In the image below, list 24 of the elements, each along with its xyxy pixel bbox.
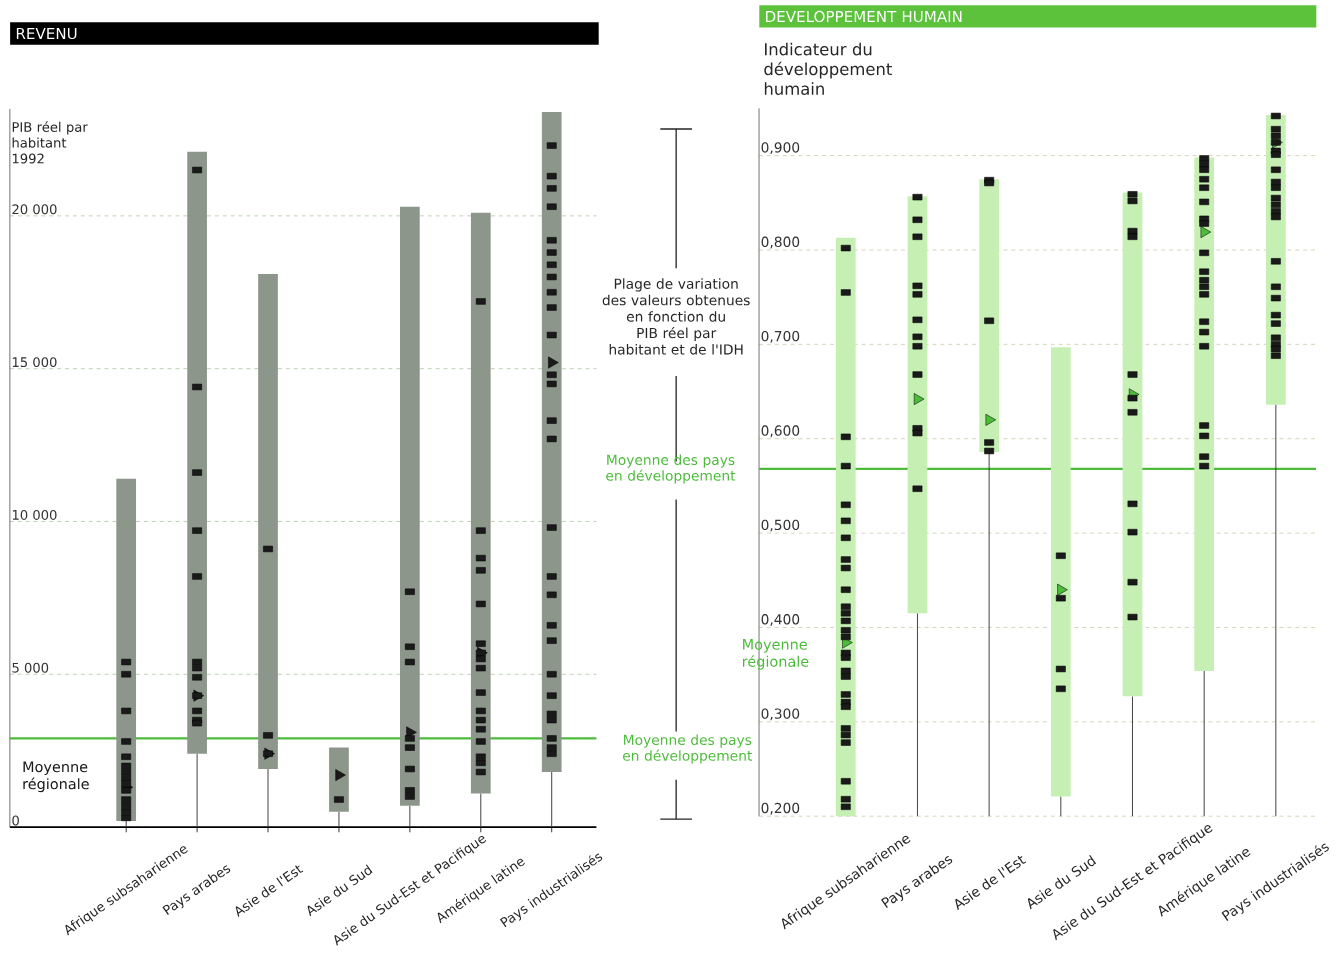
y-axis-title: Indicateur du développement humain bbox=[764, 42, 892, 95]
y-tick-label: 0,700 bbox=[761, 330, 800, 343]
ref-line-label: Moyenne des pays en développement bbox=[623, 734, 753, 764]
chart-title: DEVELOPPEMENT HUMAIN bbox=[766, 10, 962, 23]
text: Moyenne régionale bbox=[743, 639, 809, 670]
ref-line-label: Moyenne des pays en développement bbox=[606, 454, 736, 484]
y-tick-label: 0,400 bbox=[761, 613, 800, 626]
y-tick-label: 0,900 bbox=[761, 142, 800, 154]
y-tick-label: 0,600 bbox=[761, 425, 800, 438]
y-tick-label: 20 000 bbox=[12, 204, 57, 215]
chart-title: REVENU bbox=[16, 27, 77, 40]
y-tick-label: 0,300 bbox=[761, 708, 800, 721]
y-tick-label: 5 000 bbox=[12, 662, 49, 673]
text: Plage de variation des valeurs obtenues en fonction du PIB réel par habitant et de l'IDH bbox=[602, 278, 750, 355]
y-tick-label: 0,500 bbox=[761, 519, 800, 532]
x-tick-label: Asie de l'Est bbox=[235, 865, 304, 917]
x-tick-label: Asie de l'Est bbox=[955, 855, 1027, 911]
y-tick-label: 0 bbox=[12, 815, 19, 826]
y-tick-label: 10 000 bbox=[12, 509, 57, 520]
y-axis-title: PIB réel par habitant 1992 bbox=[12, 121, 88, 164]
y-tick-label: 0,200 bbox=[761, 802, 800, 815]
y-tick-label: 0,800 bbox=[761, 236, 800, 249]
y-tick-label: 15 000 bbox=[12, 357, 57, 368]
text: Moyenne régionale bbox=[23, 761, 89, 793]
